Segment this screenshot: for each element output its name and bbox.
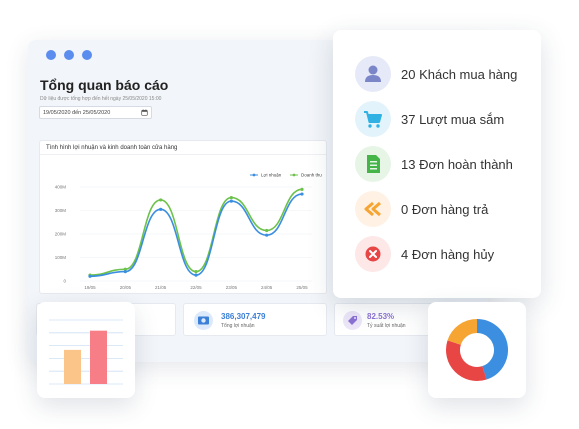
stat-label: Tổng lợi nhuận (221, 323, 255, 329)
x-tick-label: 24/05 (261, 285, 273, 290)
mini-donut-chart (446, 319, 508, 381)
percent-tag-icon (343, 311, 362, 330)
x-tick-label: 19/05 (84, 285, 96, 290)
window-dot[interactable] (82, 50, 92, 60)
profit-revenue-chart-card: Tình hình lợi nhuận và kinh doanh toàn c… (39, 140, 327, 294)
legend-marker (292, 173, 296, 177)
y-tick-label: 0 (63, 279, 66, 284)
x-tick-label: 20/05 (120, 285, 132, 290)
stat-card-total-profit: 386,307,479 Tổng lợi nhuận (183, 303, 327, 336)
data-point (300, 192, 304, 196)
return-arrows-icon (355, 191, 391, 227)
stat-card-profit-margin: 82.53% Tỷ suất lợi nhuận (334, 303, 434, 336)
data-point (194, 270, 198, 274)
series-line (89, 188, 303, 276)
order-summary-card: 20 Khách mua hàng 37 Lượt mua sắm 13 Đơn… (333, 30, 541, 298)
date-range-picker[interactable]: 19/05/2020 đến 25/05/2020 (39, 106, 152, 119)
page-title: Tổng quan báo cáo (40, 77, 169, 93)
summary-item-cancelled[interactable]: 4 Đơn hàng hủy (355, 236, 535, 272)
data-point (229, 199, 233, 203)
bar (90, 330, 107, 384)
window-dot[interactable] (64, 50, 74, 60)
window-controls (46, 50, 92, 60)
data-point (123, 270, 127, 274)
page-subtitle: Dữ liệu được tổng hợp đến hết ngày 25/05… (40, 96, 162, 102)
date-range-value: 19/05/2020 đến 25/05/2020 (43, 110, 111, 116)
y-tick-label: 400M (55, 185, 67, 190)
user-icon (355, 56, 391, 92)
window-dot[interactable] (46, 50, 56, 60)
stat-label: Tỷ suất lợi nhuận (367, 323, 406, 329)
mini-donut-chart-card (428, 302, 526, 398)
mini-bar-chart (49, 319, 123, 385)
summary-label: 0 Đơn hàng trả (401, 202, 489, 217)
data-point (265, 228, 269, 233)
x-tick-label: 22/05 (190, 285, 202, 290)
data-point (300, 187, 304, 191)
summary-label: 37 Lượt mua sắm (401, 112, 505, 127)
summary-label: 20 Khách mua hàng (401, 67, 518, 82)
data-point (229, 195, 233, 200)
summary-item-customers[interactable]: 20 Khách mua hàng (355, 56, 535, 92)
calendar-icon (141, 109, 148, 116)
summary-item-returns[interactable]: 0 Đơn hàng trả (355, 191, 535, 227)
cancel-icon (355, 236, 391, 272)
legend-label: Lợi nhuận (261, 173, 282, 178)
y-tick-label: 100M (55, 255, 67, 260)
mini-bar-chart-card (37, 302, 135, 398)
money-icon (194, 311, 213, 330)
document-icon (355, 146, 391, 182)
donut-slice (446, 340, 487, 381)
line-chart: 0 100M 200M 300M 400M 19/05 20/05 21/05 22/05 23… (55, 173, 323, 290)
data-point (123, 267, 127, 271)
series-line (89, 193, 303, 278)
summary-item-completed[interactable]: 13 Đơn hoàn thành (355, 146, 535, 182)
y-tick-label: 200M (55, 232, 67, 237)
stat-value: 82.53% (367, 312, 395, 321)
donut-slice (476, 319, 508, 380)
data-point (265, 233, 269, 237)
summary-label: 4 Đơn hàng hủy (401, 247, 495, 262)
stat-value: 386,307,479 (221, 312, 266, 321)
data-point (88, 274, 92, 278)
y-tick-label: 300M (55, 208, 67, 213)
chart-title: Tình hình lợi nhuận và kinh doanh toàn c… (40, 141, 326, 155)
x-tick-label: 25/05 (296, 285, 308, 290)
bar (64, 349, 81, 384)
data-point (194, 273, 198, 277)
data-point (159, 207, 163, 211)
cart-icon (355, 101, 391, 137)
data-point (159, 198, 163, 202)
donut-slice (447, 319, 478, 346)
x-tick-label: 21/05 (155, 285, 167, 290)
summary-item-purchases[interactable]: 37 Lượt mua sắm (355, 101, 535, 137)
legend-marker (252, 173, 256, 177)
x-tick-label: 23/05 (226, 285, 238, 290)
legend-label: Doanh thu (301, 173, 322, 178)
summary-label: 13 Đơn hoàn thành (401, 157, 513, 172)
